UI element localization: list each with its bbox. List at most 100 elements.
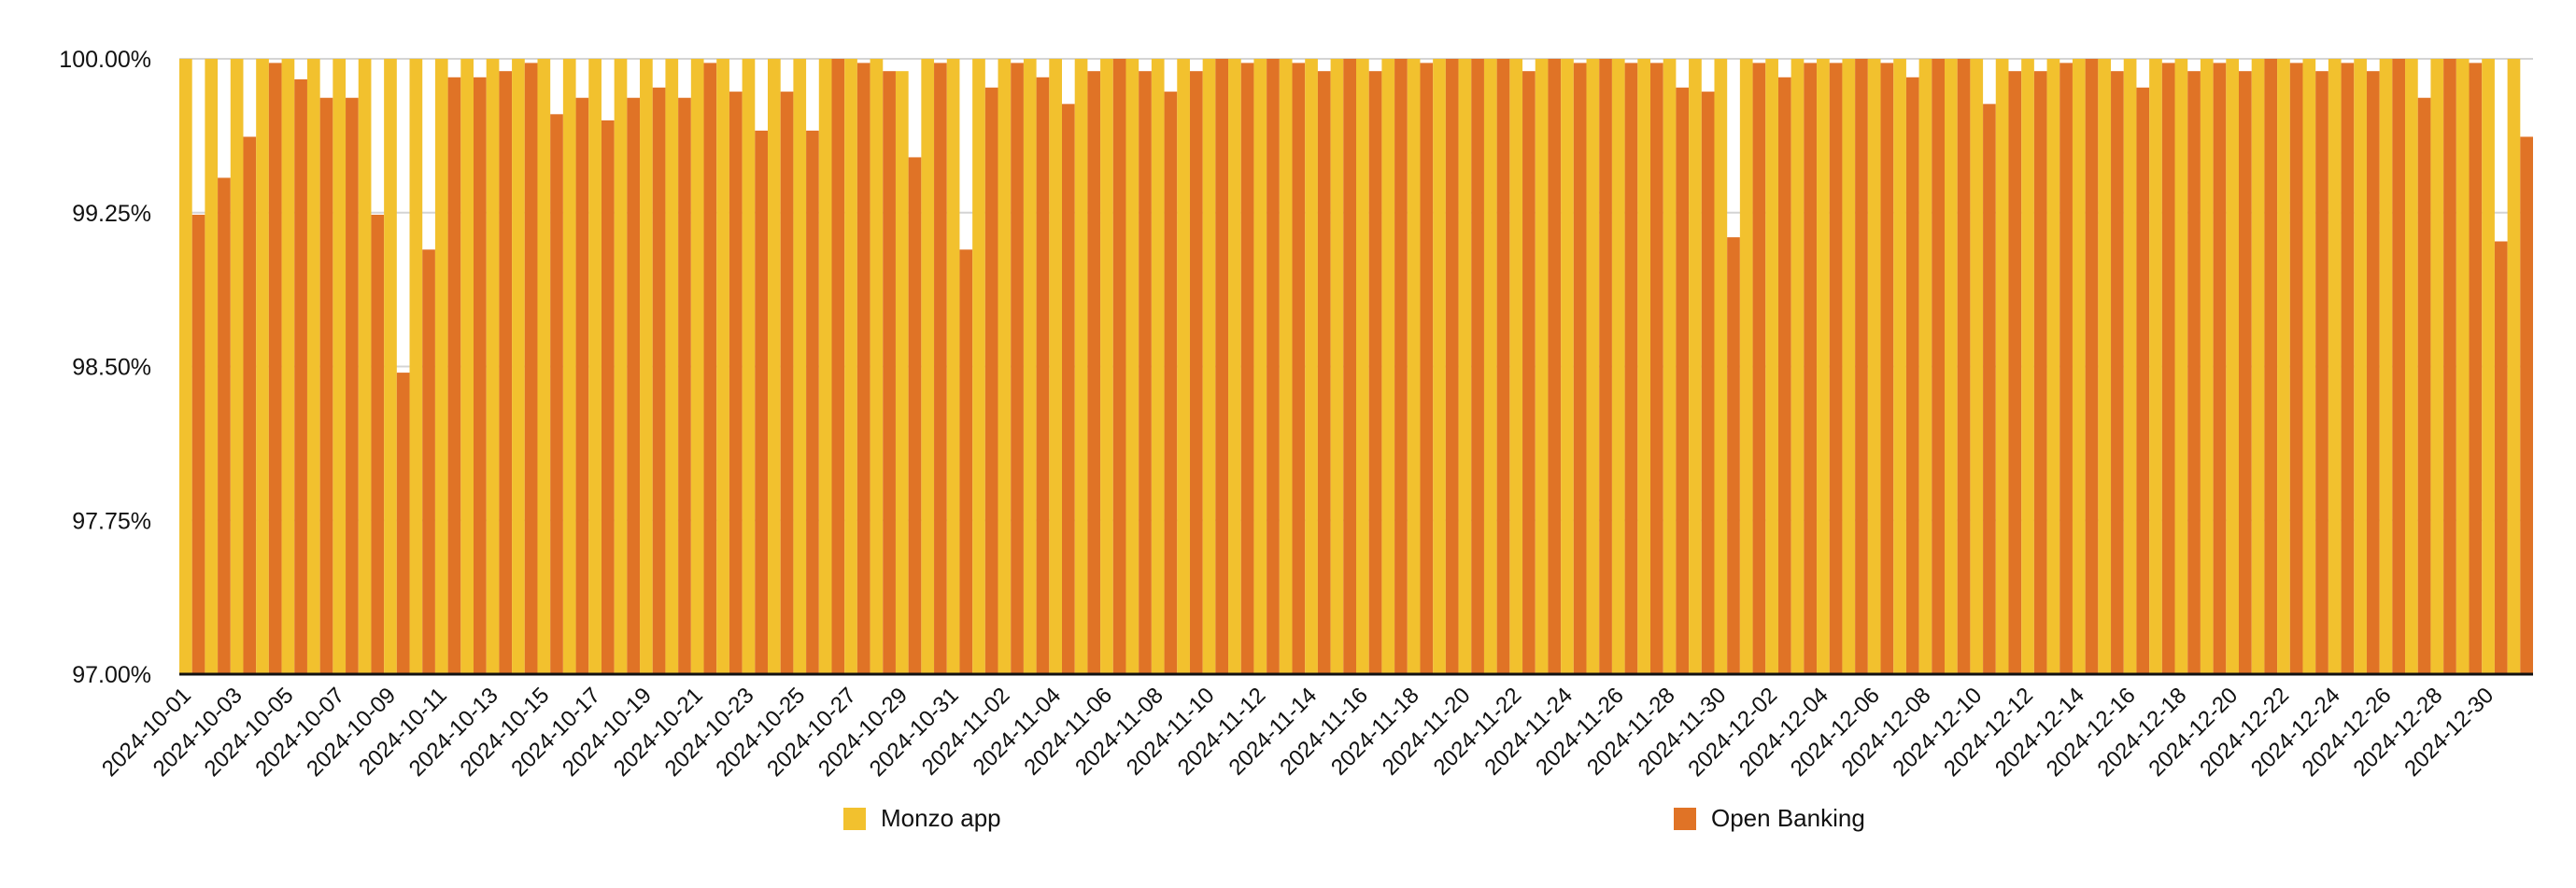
- bar-monzo-app-2024-12-05: [1842, 59, 1856, 674]
- bar-monzo-app-2024-11-17: [1381, 59, 1395, 674]
- bar-monzo-app-2024-11-29: [1689, 59, 1702, 674]
- bar-monzo-app-2024-11-04: [1049, 59, 1062, 674]
- bar-monzo-app-2024-12-19: [2200, 59, 2214, 674]
- bar-open-banking-2024-11-09: [1189, 71, 1203, 675]
- bar-monzo-app-2024-12-28: [2430, 59, 2444, 674]
- bar-monzo-app-2024-10-11: [434, 59, 448, 674]
- bar-monzo-app-2024-10-08: [358, 59, 372, 674]
- bar-open-banking-2024-12-19: [2213, 63, 2227, 674]
- bar-open-banking-2024-12-28: [2443, 59, 2456, 674]
- bar-open-banking-2024-12-10: [1983, 104, 1996, 674]
- bar-open-banking-2024-11-27: [1650, 63, 1663, 674]
- bar-open-banking-2024-11-30: [1727, 237, 1740, 675]
- bar-open-banking-2024-11-16: [1368, 71, 1382, 675]
- bar-open-banking-2024-11-14: [1317, 71, 1331, 675]
- bar-monzo-app-2024-12-06: [1867, 59, 1881, 674]
- bar-open-banking-2024-11-20: [1471, 59, 1484, 674]
- bar-monzo-app-2024-10-05: [281, 59, 295, 674]
- bar-open-banking-2024-10-28: [883, 71, 896, 675]
- bar-monzo-app-2024-10-06: [306, 59, 320, 674]
- bar-open-banking-2024-12-09: [1957, 59, 1971, 674]
- bar-open-banking-2024-10-01: [191, 214, 205, 674]
- bar-monzo-app-2024-10-09: [384, 59, 397, 674]
- bar-open-banking-2024-12-17: [2161, 63, 2175, 674]
- bar-monzo-app-2024-12-12: [2021, 59, 2034, 674]
- bar-monzo-app-2024-12-10: [1970, 59, 1984, 674]
- bar-open-banking-2024-10-17: [601, 120, 615, 674]
- bar-open-banking-2024-10-27: [856, 63, 870, 674]
- bar-monzo-app-2024-12-30: [2482, 59, 2495, 674]
- bar-open-banking-2024-10-22: [729, 92, 743, 674]
- bar-monzo-app-2024-12-21: [2251, 59, 2265, 674]
- bar-open-banking-2024-12-04: [1829, 63, 1843, 674]
- bar-monzo-app-2024-11-15: [1330, 59, 1344, 674]
- bar-open-banking-2024-10-16: [575, 97, 589, 675]
- bar-open-banking-2024-12-18: [2187, 71, 2201, 675]
- bar-monzo-app-2024-12-29: [2456, 59, 2470, 674]
- legend-item-monzo-app[interactable]: Monzo app: [843, 804, 1001, 833]
- bar-monzo-app-2024-11-14: [1305, 59, 1318, 674]
- bar-monzo-app-2024-11-06: [1100, 59, 1113, 674]
- bar-monzo-app-2024-12-18: [2174, 59, 2188, 674]
- bar-open-banking-2024-11-15: [1343, 59, 1356, 674]
- bar-monzo-app-2024-11-27: [1637, 59, 1650, 674]
- y-tick-labels: 100.00% 99.25% 98.50% 97.75% 97.00%: [59, 47, 151, 688]
- bar-open-banking-2024-10-04: [268, 63, 282, 674]
- legend-label-open-banking: Open Banking: [1711, 804, 1865, 832]
- bar-open-banking-2024-10-06: [319, 97, 333, 675]
- bar-monzo-app-2024-10-17: [588, 59, 602, 674]
- bar-open-banking-2024-11-26: [1624, 63, 1638, 674]
- bar-monzo-app-2024-12-27: [2405, 59, 2418, 674]
- bar-monzo-app-2024-10-24: [768, 59, 781, 674]
- bar-open-banking-2024-11-01: [984, 87, 998, 674]
- bar-monzo-app-2024-10-22: [716, 59, 729, 674]
- bar-monzo-app-2024-11-09: [1177, 59, 1190, 674]
- bar-open-banking-2024-12-20: [2239, 71, 2252, 675]
- bar-monzo-app-2024-10-14: [512, 59, 525, 674]
- bar-open-banking-2024-11-05: [1087, 71, 1101, 675]
- bar-monzo-app-2024-11-02: [998, 59, 1012, 674]
- bar-monzo-app-2024-12-15: [2098, 59, 2112, 674]
- bar-monzo-app-2024-12-22: [2277, 59, 2290, 674]
- bar-monzo-app-2024-11-20: [1458, 59, 1472, 674]
- bar-open-banking-2024-10-31: [959, 249, 973, 674]
- bar-open-banking-2024-11-23: [1548, 59, 1562, 674]
- bar-open-banking-2024-12-06: [1880, 63, 1894, 674]
- bar-open-banking-2024-11-04: [1062, 104, 1075, 674]
- bar-monzo-app-2024-10-19: [640, 59, 653, 674]
- bar-open-banking-2024-10-21: [703, 63, 717, 674]
- bar-monzo-app-2024-11-10: [1202, 59, 1216, 674]
- legend-item-open-banking[interactable]: Open Banking: [1674, 804, 1865, 833]
- bar-open-banking-2024-10-08: [371, 214, 385, 674]
- bar-open-banking-2024-10-02: [218, 177, 231, 674]
- bar-monzo-app-2024-12-09: [1945, 59, 1958, 674]
- bar-open-banking-2024-12-08: [1932, 59, 1945, 674]
- bar-open-banking-2024-12-01: [1752, 63, 1766, 674]
- bar-open-banking-2024-11-06: [1112, 59, 1126, 674]
- bar-monzo-app-2024-10-28: [870, 59, 884, 674]
- bar-monzo-app-2024-10-01: [179, 59, 192, 674]
- bar-open-banking-2024-11-03: [1036, 77, 1050, 674]
- bars: [179, 59, 2533, 675]
- bar-open-banking-2024-12-11: [2008, 71, 2022, 675]
- bar-open-banking-2024-11-25: [1599, 59, 1612, 674]
- bar-open-banking-2024-10-23: [755, 130, 768, 674]
- bar-monzo-app-2024-11-11: [1228, 59, 1241, 674]
- bar-monzo-app-2024-11-21: [1483, 59, 1497, 674]
- bar-monzo-app-2024-10-31: [946, 59, 960, 674]
- bar-monzo-app-2024-12-03: [1790, 59, 1805, 674]
- bar-monzo-app-2024-11-25: [1586, 59, 1600, 674]
- bar-open-banking-2024-12-23: [2315, 71, 2328, 675]
- bar-monzo-app-2024-11-12: [1253, 59, 1267, 674]
- bar-monzo-app-2024-11-24: [1561, 59, 1574, 674]
- legend-label-monzo-app: Monzo app: [881, 804, 1001, 832]
- bar-open-banking-2024-11-22: [1522, 71, 1536, 675]
- bar-open-banking-2024-12-03: [1804, 63, 1818, 674]
- bar-monzo-app-2024-12-31: [2507, 59, 2521, 674]
- bar-open-banking-2024-10-26: [831, 59, 845, 674]
- bar-monzo-app-2024-10-30: [921, 59, 935, 674]
- bar-monzo-app-2024-11-05: [1074, 59, 1088, 674]
- bar-open-banking-2024-10-14: [524, 63, 538, 674]
- bar-open-banking-2024-11-13: [1292, 63, 1306, 674]
